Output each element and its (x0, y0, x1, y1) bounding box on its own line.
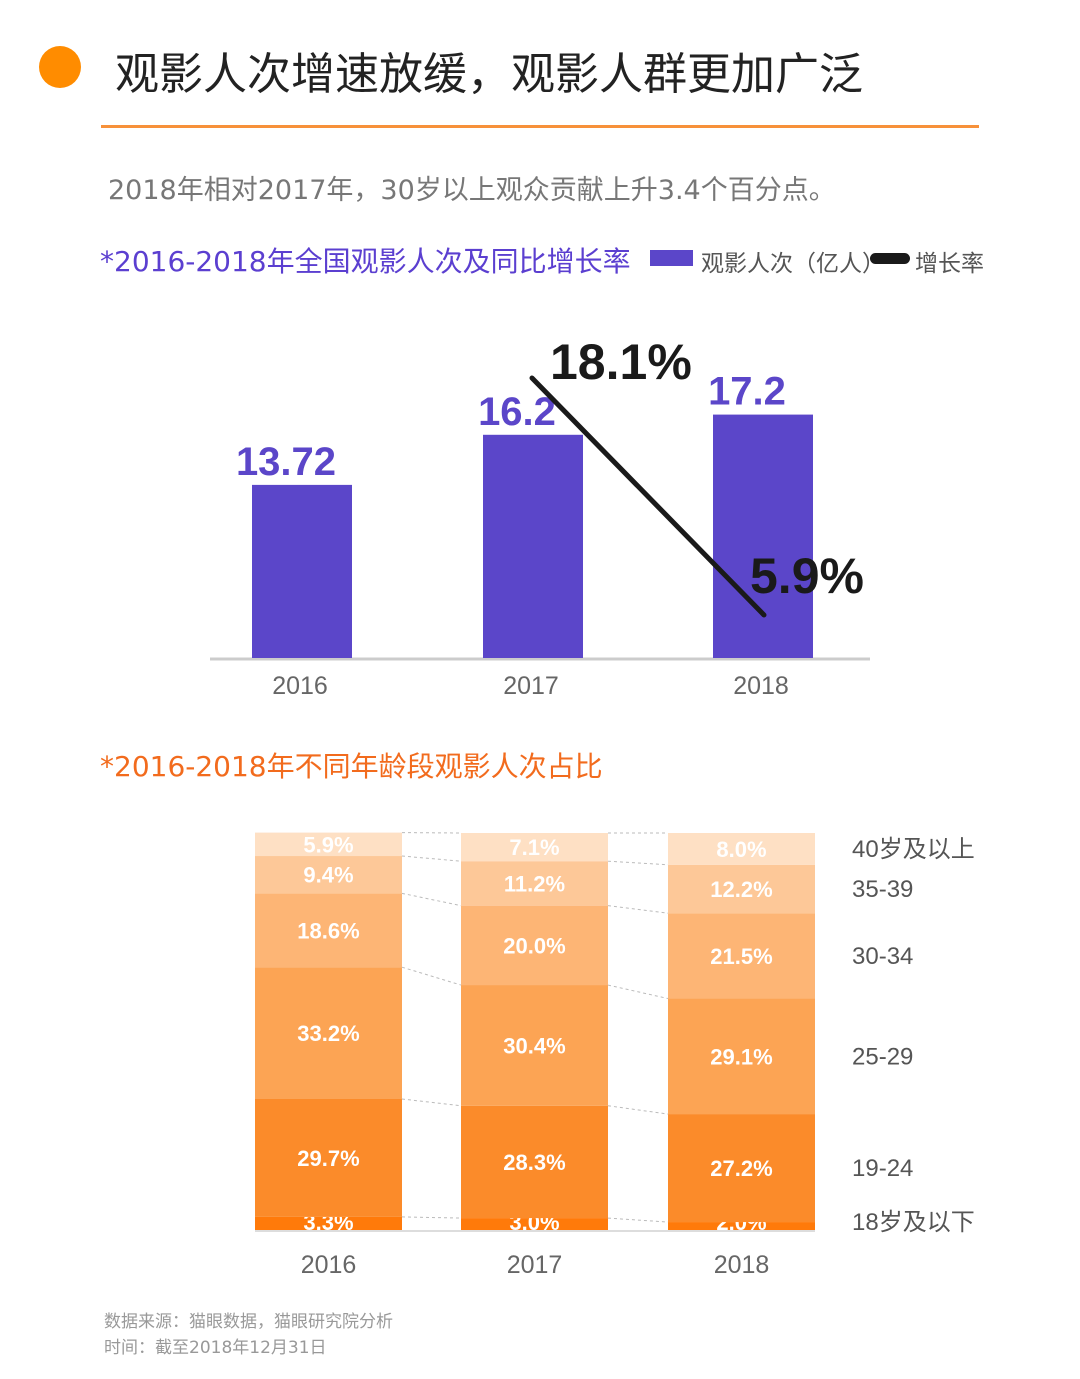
connector-line (607, 860, 669, 866)
segment-2016-18岁及以下 (255, 1216, 402, 1230)
chart2-title: *2016-2018年不同年龄段观影人次占比 (100, 750, 603, 783)
segment-label: 7.1% (509, 835, 559, 860)
legend-swatch-line (870, 253, 910, 264)
segment-label: 11.2% (504, 871, 565, 896)
segment-2016-35-39 (255, 856, 402, 894)
connector-line (401, 1216, 462, 1219)
segment-label: 29.7% (297, 1146, 359, 1171)
legend-swatch-bar (650, 250, 693, 266)
series-label: 25-29 (852, 1043, 913, 1070)
footer-source: 数据来源：猫眼数据，猫眼研究院分析 时间：截至2018年12月31日 (104, 1309, 393, 1361)
connector-line (607, 1105, 669, 1115)
segment-label: 30.4% (503, 1033, 565, 1058)
x-tick-label: 2018 (714, 1251, 770, 1279)
series-label: 35-39 (852, 876, 913, 903)
segment-2016-25-29 (255, 967, 402, 1099)
segment-label: 27.2% (710, 1156, 772, 1181)
segment-2016-30-34 (255, 893, 402, 968)
title-divider (101, 125, 979, 128)
bar-value-label: 13.72 (236, 440, 336, 484)
connector-line (401, 855, 462, 862)
segment-2017-25-29 (461, 985, 608, 1106)
segment-label: 12.2% (710, 877, 772, 902)
segment-2017-18岁及以下 (461, 1218, 608, 1230)
legend-label-bar: 观影人次（亿人） (701, 251, 885, 277)
x-tick-label: 2017 (507, 1251, 563, 1279)
segment-label: 28.3% (503, 1150, 565, 1175)
source-text: 数据来源：猫眼数据，猫眼研究院分析 (104, 1312, 393, 1332)
growth-rate-line (529, 375, 767, 618)
segment-label: 33.2% (297, 1021, 359, 1046)
connector-line (401, 966, 462, 986)
series-label: 18岁及以下 (852, 1209, 975, 1236)
segment-2018-30-34 (668, 913, 815, 999)
connector-line (607, 1217, 669, 1223)
chart1-title: *2016-2018年全国观影人次及同比增长率 (100, 245, 631, 278)
time-text: 时间：截至2018年12月31日 (104, 1338, 327, 1358)
series-label: 30-34 (852, 943, 913, 970)
x-tick-label: 2016 (301, 1251, 357, 1279)
bar-2017 (483, 434, 583, 658)
connector-line (401, 892, 462, 907)
segment-2018-19-24 (668, 1114, 815, 1223)
segment-2017-30-34 (461, 905, 608, 986)
segment-2017-40岁及以上 (461, 833, 608, 862)
bullet-dot-icon (39, 46, 81, 88)
segment-2018-25-29 (668, 998, 815, 1115)
x-tick-label: 2018 (733, 672, 789, 700)
legend-label-line: 增长率 (915, 251, 984, 277)
bar-2018 (713, 414, 813, 658)
page-subtitle: 2018年相对2017年，30岁以上观众贡献上升3.4个百分点。 (108, 175, 836, 206)
segment-label: 20.0% (503, 933, 565, 958)
page-title: 观影人次增速放缓，观影人群更加广泛 (115, 49, 863, 100)
bar-value-label: 16.2 (478, 390, 556, 434)
segment-label: 8.0% (716, 837, 766, 862)
segment-label: 9.4% (303, 863, 353, 888)
segment-label: 29.1% (710, 1044, 772, 1069)
bar-2016 (252, 484, 352, 658)
segment-2017-35-39 (461, 861, 608, 906)
series-label: 40岁及以上 (852, 836, 975, 863)
segment-label: 18.6% (297, 918, 359, 943)
segment-2017-19-24 (461, 1105, 608, 1219)
segment-label: 21.5% (710, 944, 772, 969)
segment-2016-40岁及以上 (255, 832, 402, 857)
growth-label-2017: 18.1% (550, 334, 692, 390)
bar-value-label: 17.2 (708, 370, 786, 414)
segment-2018-40岁及以上 (668, 833, 815, 865)
connector-line (401, 1098, 462, 1107)
segment-2018-18岁及以下 (668, 1222, 815, 1230)
segment-label: 5.9% (303, 832, 353, 857)
series-label: 19-24 (852, 1155, 913, 1182)
growth-label-2018: 5.9% (750, 548, 864, 604)
connector-line (607, 905, 669, 914)
x-tick-label: 2017 (503, 672, 559, 700)
connector-line (607, 984, 669, 1000)
segment-2018-35-39 (668, 864, 815, 914)
x-tick-label: 2016 (272, 672, 328, 700)
segment-2016-19-24 (255, 1098, 402, 1217)
